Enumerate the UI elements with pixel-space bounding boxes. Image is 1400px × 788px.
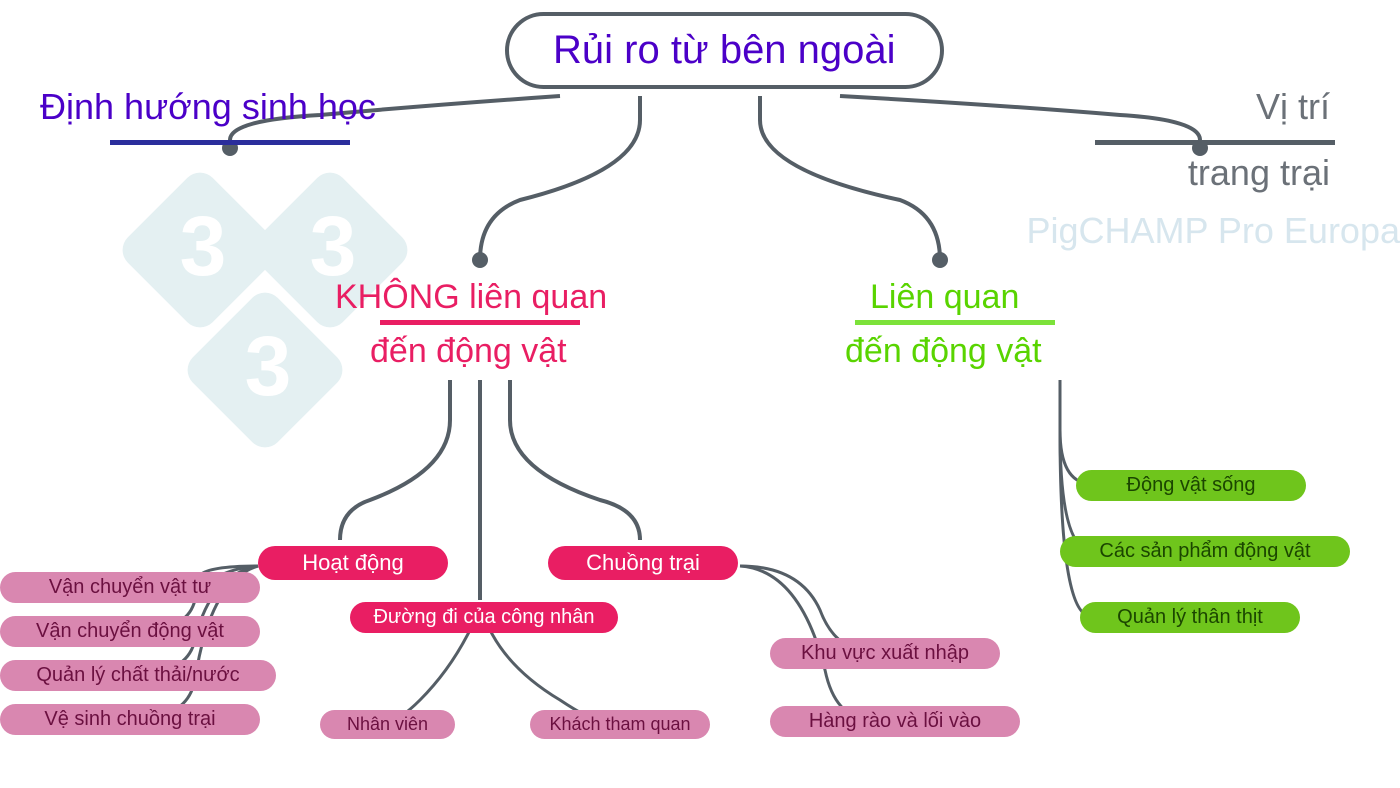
pill-leaf-left-3: Vệ sinh chuồng trại xyxy=(0,704,260,735)
pill-leaf-left-0: Vận chuyển vật tư xyxy=(0,572,260,603)
side-title-right-underline xyxy=(1095,140,1335,145)
mid-right-line2: đến động vật xyxy=(845,332,1042,371)
root-node: Rủi ro từ bên ngoài xyxy=(505,12,944,89)
side-title-left-underline xyxy=(110,140,350,145)
side-title-right-line2: trang trại xyxy=(1188,152,1330,194)
watermark-text: PigCHAMP Pro Europa xyxy=(1027,210,1400,252)
pill-green-0: Động vật sống xyxy=(1076,470,1306,501)
side-title-left: Định hướng sinh học xyxy=(40,86,376,128)
side-title-right-line1: Vị trí xyxy=(1256,86,1330,128)
pill-green-1: Các sản phẩm động vật xyxy=(1060,536,1350,567)
pill-green-2: Quản lý thân thịt xyxy=(1080,602,1300,633)
svg-text:3: 3 xyxy=(180,199,227,293)
pill-leaf-barn-1: Hàng rào và lối vào xyxy=(770,706,1020,737)
svg-text:3: 3 xyxy=(245,319,292,413)
pill-duong-di: Đường đi của công nhân xyxy=(350,602,618,633)
pill-leaf-barn-0: Khu vực xuất nhập xyxy=(770,638,1000,669)
pill-leaf-left-2: Quản lý chất thải/nước xyxy=(0,660,276,691)
mid-left-line2: đến động vật xyxy=(370,332,567,371)
pill-leaf-worker-1: Khách tham quan xyxy=(530,710,710,739)
root-label: Rủi ro từ bên ngoài xyxy=(553,28,896,72)
mid-left-line1: KHÔNG liên quan xyxy=(335,278,607,317)
mid-right-line1: Liên quan xyxy=(870,278,1019,317)
pill-leaf-worker-0: Nhân viên xyxy=(320,710,455,739)
pill-hoat-dong: Hoạt động xyxy=(258,546,448,580)
pill-leaf-left-1: Vận chuyển động vật xyxy=(0,616,260,647)
mid-left-underline xyxy=(380,320,580,325)
mid-right-underline xyxy=(855,320,1055,325)
diagram-stage: 3 3 3 PigCHAMP Pro Europa Rủi ro từ bên … xyxy=(0,0,1400,788)
pill-chuong-trai: Chuồng trại xyxy=(548,546,738,580)
